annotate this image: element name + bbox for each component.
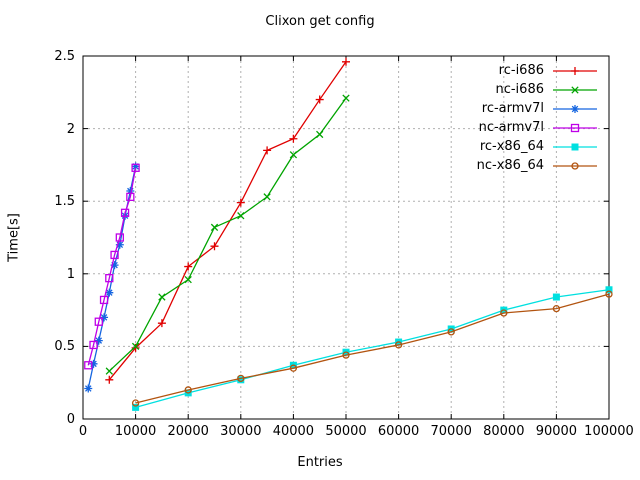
x-tick-label: 10000: [114, 424, 157, 439]
legend-label: rc-x86_64: [479, 139, 544, 154]
x-tick-label: 40000: [272, 424, 315, 439]
legend-sample-circle-open-icon: [553, 161, 597, 170]
y-tick-label: 2: [66, 121, 75, 137]
y-tick-label: 0.5: [54, 339, 75, 355]
legend-label: nc-armv7l: [478, 120, 544, 135]
legend-row: rc-armv7l: [477, 99, 597, 118]
x-tick-label: 50000: [325, 424, 367, 439]
legend-sample-plus-icon: [553, 66, 597, 75]
legend: rc-i686 nc-i686 rc-armv7l nc-armv7l rc-x86_6…: [477, 61, 597, 175]
x-tick-label: 80000: [483, 424, 525, 439]
legend-label: rc-armv7l: [481, 101, 544, 116]
x-tick-label: 100000: [584, 424, 634, 439]
x-tick-label: 30000: [220, 424, 262, 439]
legend-sample-square-filled-icon: [553, 143, 597, 150]
x-tick-label: 70000: [430, 424, 472, 439]
legend-label: rc-i686: [498, 63, 544, 78]
legend-sample-asterisk-icon: [553, 104, 597, 113]
legend-row: nc-armv7l: [477, 118, 597, 137]
y-tick-label: 0: [66, 412, 75, 427]
legend-row: rc-i686: [477, 61, 597, 80]
x-tick-label: 60000: [377, 424, 420, 439]
legend-row: nc-i686: [477, 80, 597, 99]
x-tick-label: 90000: [535, 424, 578, 439]
legend-sample-square-open-icon: [553, 123, 597, 132]
legend-sample-cross-icon: [553, 85, 597, 94]
legend-label: nc-i686: [495, 82, 544, 97]
x-axis-label: Entries: [297, 455, 343, 470]
legend-label: nc-x86_64: [476, 158, 544, 173]
y-tick-label: 1: [66, 266, 75, 282]
y-tick-label: 1.5: [54, 194, 75, 210]
chart-title: Clixon get config: [265, 14, 375, 29]
x-tick-label: 20000: [167, 424, 209, 439]
legend-row: rc-x86_64: [477, 137, 597, 156]
y-tick-label: 2.5: [54, 49, 75, 64]
x-tick-label: 0: [78, 424, 88, 439]
legend-row: nc-x86_64: [477, 156, 597, 175]
